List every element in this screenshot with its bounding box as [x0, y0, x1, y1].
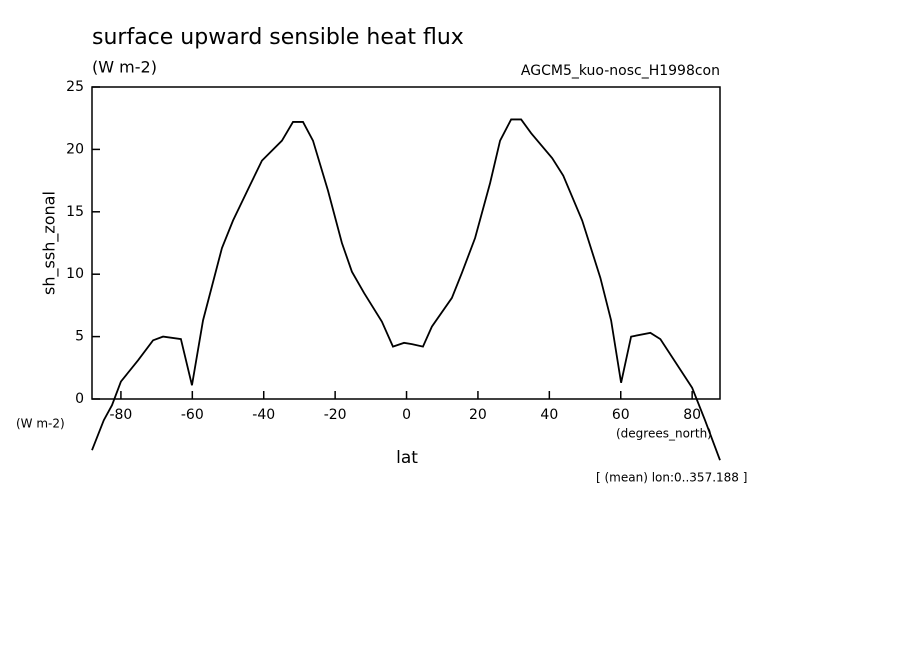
x-units: (degrees_north): [616, 427, 712, 441]
y-tick-label: 20: [66, 141, 84, 157]
x-tick-label: 80: [683, 407, 701, 423]
x-tick-label: -20: [324, 407, 347, 423]
subtitle: AGCM5_kuo-nosc_H1998con: [521, 63, 720, 79]
data-line: [91, 118, 721, 461]
chart-title: surface upward sensible heat flux: [92, 25, 464, 50]
y-tick-label: 25: [66, 79, 84, 95]
x-tick-label: 60: [612, 407, 630, 423]
x-tick-label: 40: [540, 407, 558, 423]
y-tick-label: 5: [75, 329, 84, 345]
y-tick-label: 0: [75, 391, 84, 407]
x-tick-label: -80: [109, 407, 132, 423]
annotation: [ (mean) lon:0..357.188 ]: [596, 471, 747, 485]
x-tick-label: -40: [252, 407, 275, 423]
y-tick-label: 10: [66, 266, 84, 282]
y-units: (W m-2): [16, 417, 65, 431]
x-tick-label: 0: [402, 407, 411, 423]
x-tick-label: -60: [181, 407, 204, 423]
y-axis-label: sh_ssh_zonal: [40, 191, 60, 295]
plot-frame: [91, 86, 721, 400]
y-tick-label: 15: [66, 204, 84, 220]
units: (W m-2): [92, 58, 157, 77]
x-tick-label: 20: [469, 407, 487, 423]
x-axis-label: lat: [396, 448, 418, 468]
